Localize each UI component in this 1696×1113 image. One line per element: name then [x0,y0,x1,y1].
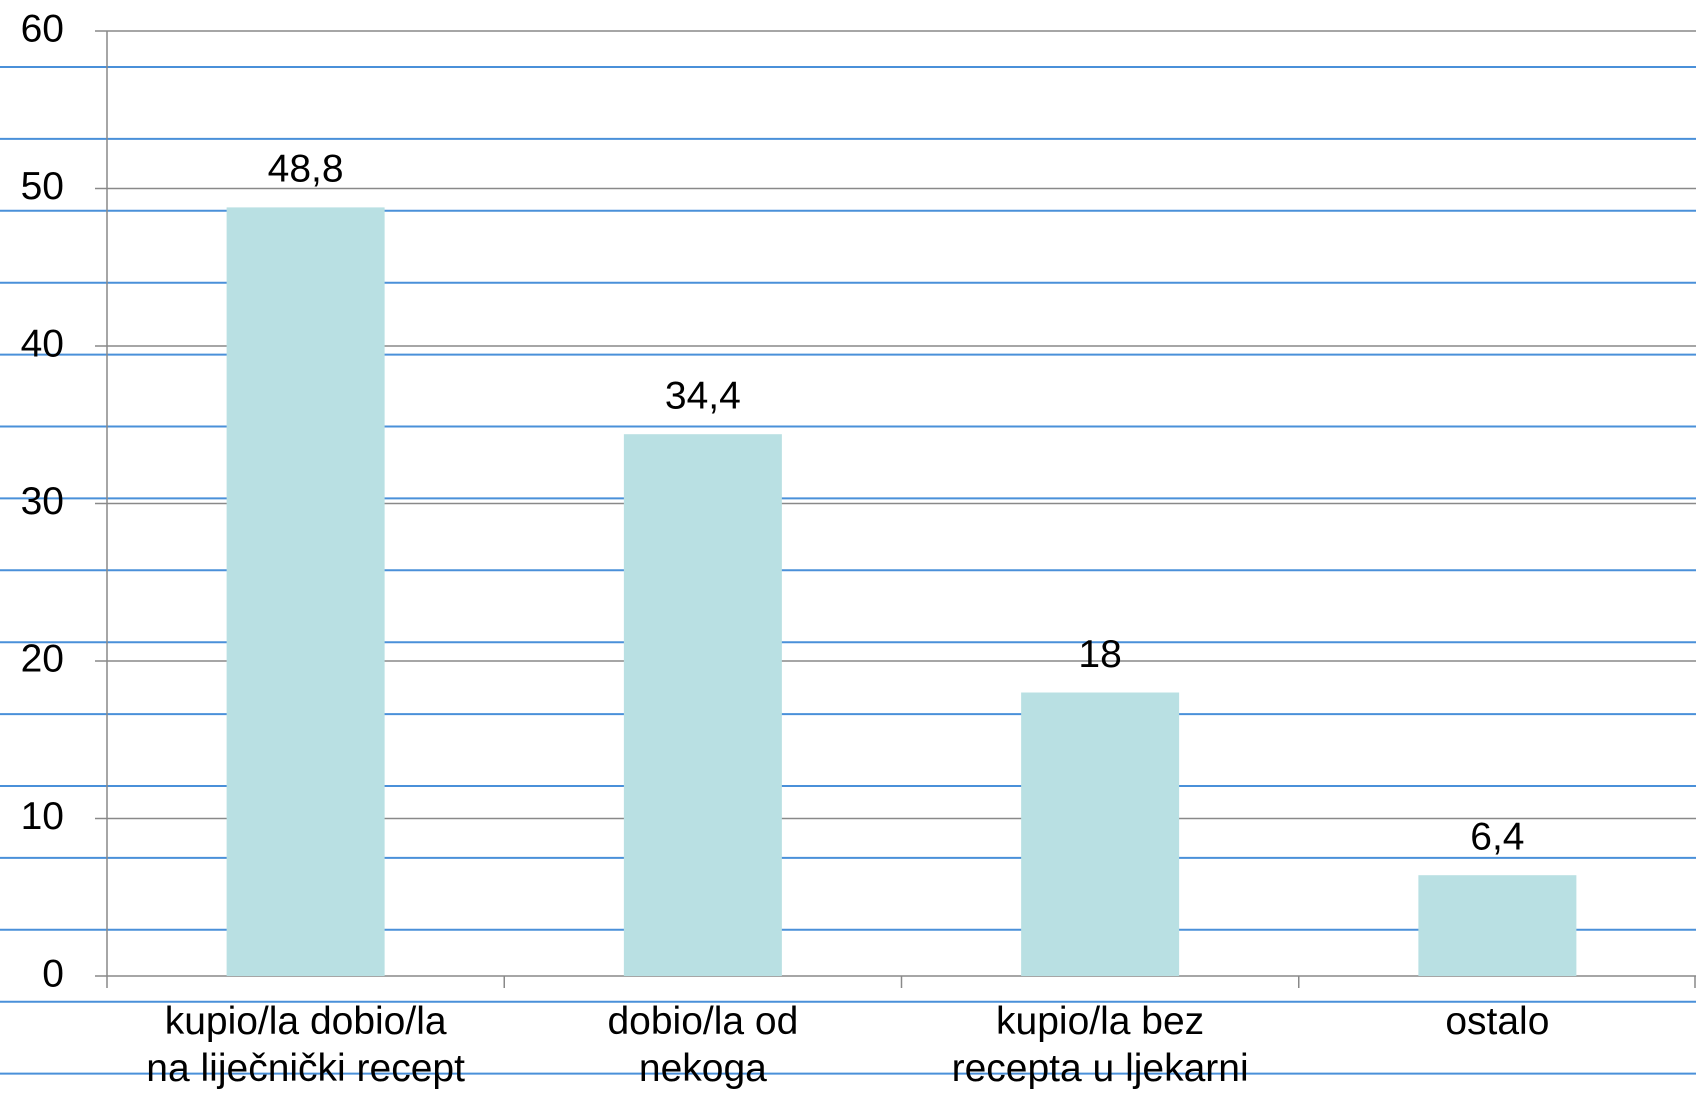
data-label: 48,8 [268,148,344,191]
bar [226,207,385,976]
bar [623,434,782,976]
y-tick-label: 20 [21,637,64,680]
bar [1418,875,1577,976]
y-tick-label: 0 [42,952,64,995]
y-tick-label: 40 [21,322,64,365]
x-tick-label: dobio/la od nekoga [607,1000,799,1090]
data-label: 6,4 [1470,815,1524,858]
bar [1021,692,1180,976]
data-label: 18 [1078,633,1121,676]
y-tick-label: 60 [21,7,64,50]
x-tick-label: ostalo [1445,1000,1550,1043]
y-tick-label: 10 [21,795,64,838]
y-tick-label: 50 [21,165,64,208]
x-tick-label: kupio/la bez recepta u ljekarni [951,1000,1249,1090]
x-tick-label: kupio/la dobio/la na liječnički recept [146,1000,465,1090]
y-tick-label: 30 [21,480,64,523]
data-label: 34,4 [665,374,741,417]
